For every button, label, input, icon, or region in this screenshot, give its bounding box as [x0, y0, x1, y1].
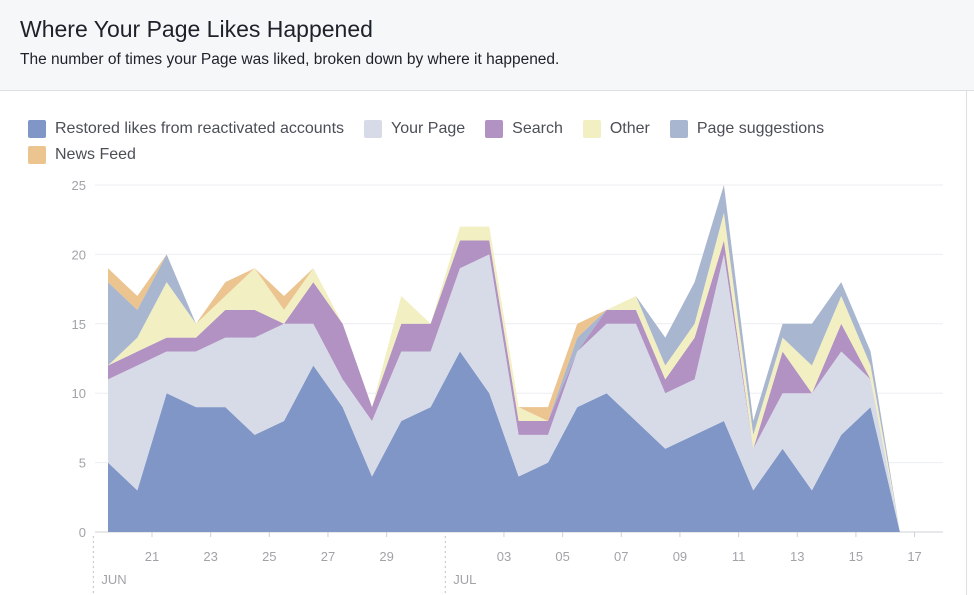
- legend-swatch: [28, 120, 46, 138]
- chart-title: Where Your Page Likes Happened: [20, 16, 373, 42]
- month-label: JUL: [453, 572, 476, 587]
- legend-label: Your Page: [391, 120, 466, 137]
- legend-item[interactable]: Other: [582, 117, 650, 141]
- month-label: JUN: [101, 572, 126, 587]
- x-tick-label: 03: [497, 549, 511, 564]
- legend-label: News Feed: [55, 146, 136, 163]
- y-tick-label: 25: [72, 178, 86, 193]
- legend-label: Restored likes from reactivated accounts: [55, 120, 345, 137]
- x-tick-label: 21: [145, 549, 159, 564]
- legend-swatch: [364, 120, 383, 138]
- x-tick-label: 11: [732, 549, 746, 564]
- card-header: Where Your Page Likes Happened The numbe…: [0, 0, 974, 91]
- legend-label: Page suggestions: [696, 120, 825, 137]
- y-tick-label: 5: [79, 456, 86, 471]
- legend: Restored likes from reactivated accounts…: [28, 117, 928, 169]
- x-tick-label: 15: [849, 549, 863, 564]
- legend-label: Search: [512, 120, 563, 137]
- x-tick-label: 23: [203, 549, 217, 564]
- legend-item[interactable]: Page suggestions: [669, 117, 825, 141]
- x-tick-label: 13: [790, 549, 804, 564]
- x-tick-label: 07: [614, 549, 628, 564]
- y-tick-label: 20: [72, 247, 86, 262]
- x-tick-label: 29: [379, 549, 393, 564]
- legend-swatch: [28, 146, 46, 164]
- y-tick-label: 0: [79, 525, 86, 540]
- x-tick-label: 17: [907, 549, 921, 564]
- legend-swatch: [485, 120, 504, 138]
- legend-label: Other: [609, 120, 650, 137]
- legend-item[interactable]: Your Page: [364, 117, 465, 141]
- panel-border: [966, 91, 967, 595]
- area-restored-likes-from-reactivated-accounts: [108, 351, 930, 532]
- legend-item[interactable]: Restored likes from reactivated accounts: [28, 117, 344, 141]
- x-tick-label: 25: [262, 549, 276, 564]
- chart-subtitle: The number of times your Page was liked,…: [20, 51, 560, 68]
- legend-item[interactable]: Search: [485, 117, 563, 141]
- x-tick-label: 05: [555, 549, 569, 564]
- legend-swatch: [582, 120, 601, 138]
- legend-item[interactable]: News Feed: [28, 143, 136, 167]
- legend-swatch: [669, 120, 688, 138]
- y-tick-label: 15: [72, 317, 86, 332]
- area-search: [108, 240, 930, 532]
- y-tick-label: 10: [72, 386, 86, 401]
- x-tick-label: 27: [321, 549, 335, 564]
- x-tick-label: 09: [673, 549, 687, 564]
